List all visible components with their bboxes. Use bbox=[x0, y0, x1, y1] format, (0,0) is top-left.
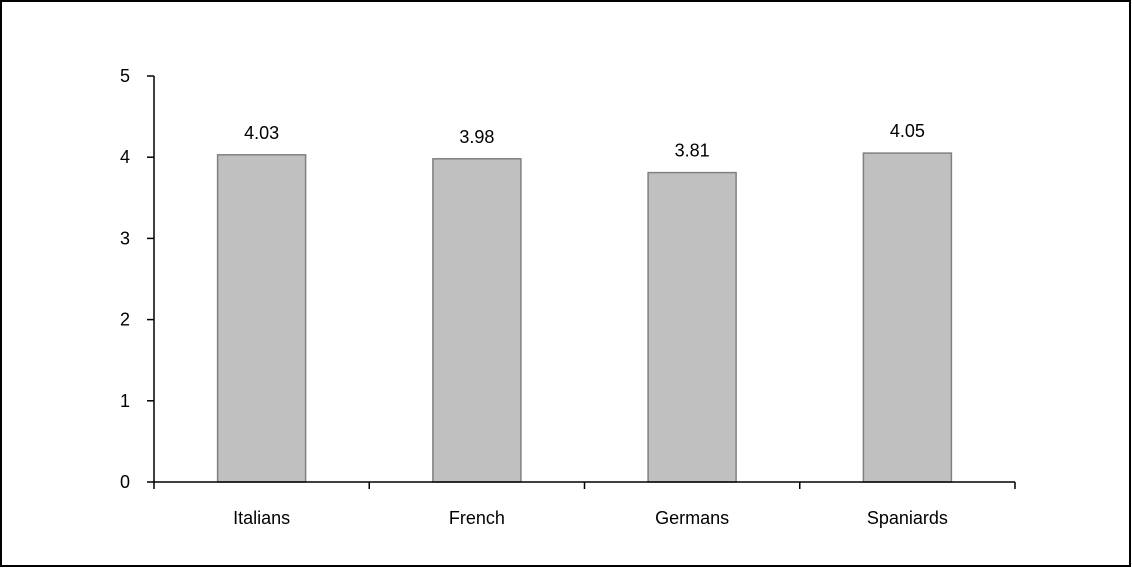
y-tick-label-4: 4 bbox=[120, 147, 130, 167]
data-label-spaniards: 4.05 bbox=[890, 121, 925, 141]
bar-italians bbox=[216, 154, 307, 483]
labels-layer: 4.03 Italians 3.98 French 3.81 Germans 4.05 Spa… bbox=[120, 66, 948, 528]
y-tick-label-0: 0 bbox=[120, 472, 130, 492]
x-tick-label-french: French bbox=[449, 508, 505, 528]
axes-layer bbox=[147, 75, 1016, 489]
bar-spaniards bbox=[862, 152, 953, 483]
data-label-italians: 4.03 bbox=[244, 123, 279, 143]
y-tick-label-1: 1 bbox=[120, 391, 130, 411]
y-tick-label-3: 3 bbox=[120, 228, 130, 248]
bars-layer bbox=[216, 152, 953, 483]
data-label-french: 3.98 bbox=[459, 127, 494, 147]
data-label-germans: 3.81 bbox=[675, 141, 710, 161]
x-tick-label-italians: Italians bbox=[233, 508, 290, 528]
y-tick-label-2: 2 bbox=[120, 310, 130, 330]
bar-germans bbox=[647, 171, 737, 483]
bar-french bbox=[432, 158, 522, 483]
x-tick-label-spaniards: Spaniards bbox=[867, 508, 948, 528]
x-tick-label-germans: Germans bbox=[655, 508, 729, 528]
y-tick-label-5: 5 bbox=[120, 66, 130, 86]
